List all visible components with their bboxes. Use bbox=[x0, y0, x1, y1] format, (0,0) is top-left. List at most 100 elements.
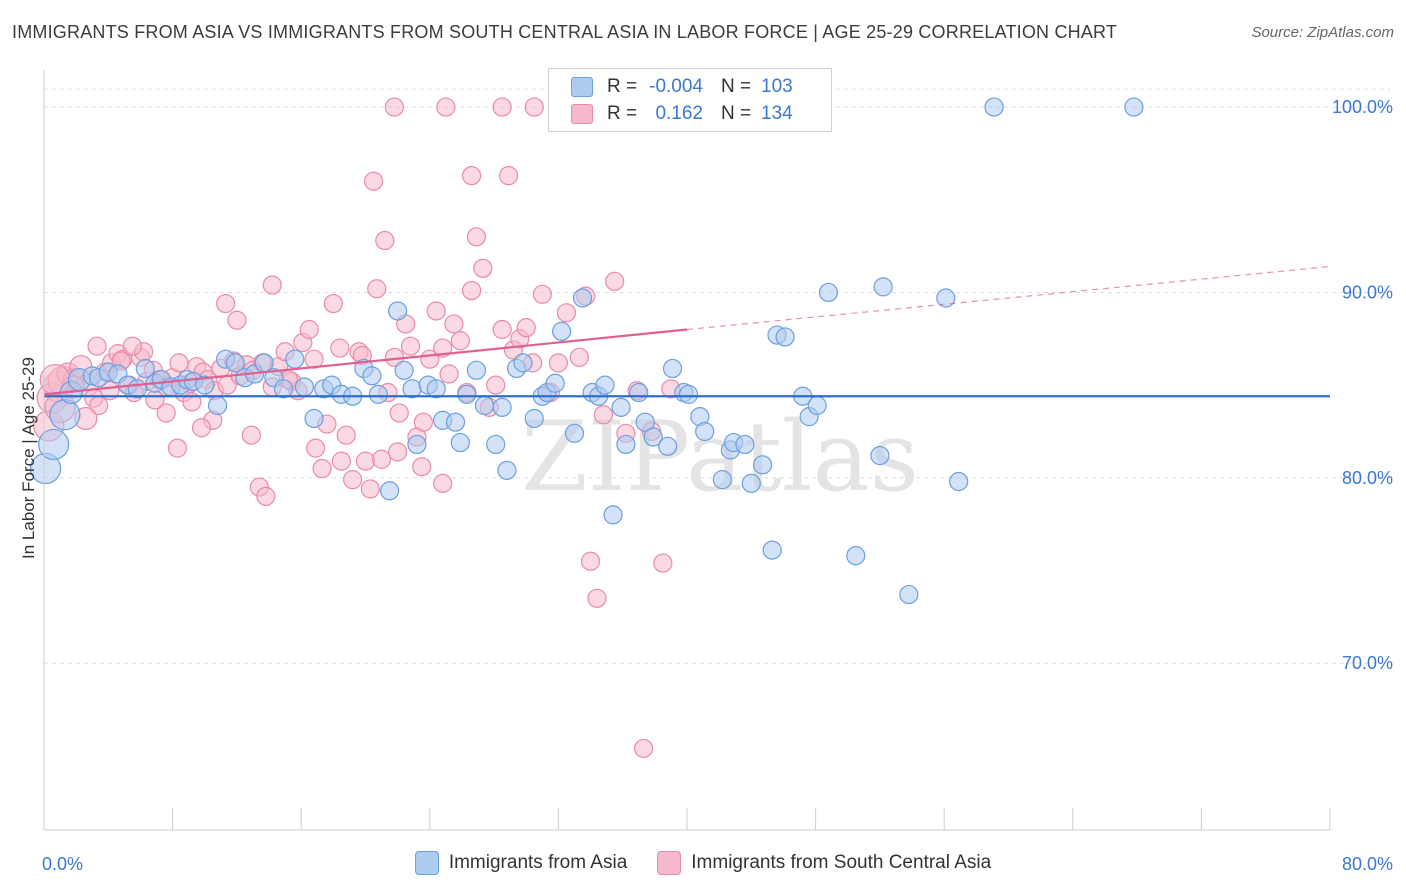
asia-point bbox=[603, 505, 623, 525]
stats-row-asia: R = -0.004 N = 103 bbox=[571, 74, 793, 100]
x-tick-label-min: 0.0% bbox=[42, 854, 83, 874]
legend-swatch-asia bbox=[414, 851, 439, 875]
asia-point bbox=[611, 397, 631, 417]
asia-point bbox=[394, 360, 414, 380]
asia-point bbox=[127, 379, 147, 399]
asia-point bbox=[208, 395, 228, 416]
asia-point bbox=[388, 301, 408, 321]
asia-point bbox=[402, 379, 422, 399]
south-central-asia-point bbox=[191, 418, 212, 438]
asia-point bbox=[762, 540, 782, 560]
south-central-asia-point bbox=[593, 405, 614, 425]
asia-point bbox=[497, 460, 517, 480]
series-asia-points bbox=[30, 97, 1144, 605]
south-central-asia-point bbox=[492, 319, 512, 340]
y-tick-label: 80.0% bbox=[1342, 468, 1393, 488]
south-central-asia-point bbox=[486, 375, 506, 395]
r-label: R = bbox=[607, 103, 638, 124]
south-central-asia-point bbox=[256, 486, 276, 506]
asia-point bbox=[304, 408, 324, 429]
r-value: -0.004 bbox=[649, 76, 703, 97]
asia-point bbox=[407, 434, 427, 455]
asia-point bbox=[775, 327, 795, 347]
south-central-asia-point bbox=[580, 551, 601, 571]
asia-point bbox=[457, 384, 477, 404]
south-central-asia-point bbox=[516, 318, 536, 338]
swatch-south-central-asia bbox=[571, 104, 593, 124]
y-tick-label: 70.0% bbox=[1342, 653, 1393, 673]
asia-point bbox=[616, 434, 636, 455]
south-central-asia-point bbox=[336, 425, 356, 445]
south-central-asia-point bbox=[343, 470, 363, 490]
stats-row-south-central-asia: R = 0.162 N = 134 bbox=[571, 101, 793, 127]
asia-point bbox=[735, 434, 755, 455]
asia-point bbox=[870, 445, 890, 466]
legend-label-asia: Immigrants from Asia bbox=[448, 852, 628, 873]
south-central-asia-point bbox=[653, 553, 673, 573]
south-central-asia-point bbox=[412, 457, 432, 477]
asia-point bbox=[368, 384, 388, 404]
south-central-asia-point bbox=[461, 280, 482, 301]
south-central-asia-point bbox=[216, 293, 236, 314]
south-central-asia-point bbox=[492, 97, 512, 117]
south-central-asia-point bbox=[355, 451, 376, 471]
asia-point bbox=[466, 360, 487, 380]
y-axis-title: In Labor Force | Age 25-29 bbox=[19, 357, 38, 559]
south-central-asia-point bbox=[262, 275, 282, 295]
asia-point bbox=[629, 382, 649, 403]
asia-point bbox=[643, 427, 663, 447]
south-central-asia-point bbox=[461, 166, 482, 186]
n-value: 103 bbox=[761, 76, 793, 97]
n-label: N = bbox=[721, 103, 752, 124]
trend-line-south-central-asia-projection bbox=[686, 265, 1331, 331]
south-central-asia-point bbox=[413, 412, 433, 432]
asia-point bbox=[818, 282, 839, 303]
south-central-asia-point bbox=[532, 284, 552, 304]
south-central-asia-point bbox=[633, 738, 654, 759]
trend-lines bbox=[43, 265, 1331, 398]
south-central-asia-point bbox=[384, 97, 405, 117]
south-central-asia-point bbox=[473, 258, 493, 278]
trend-line-south-central-asia bbox=[43, 328, 688, 396]
legend-item-asia[interactable]: Immigrants from Asia bbox=[414, 851, 628, 875]
asia-point bbox=[49, 399, 81, 431]
asia-point bbox=[273, 379, 294, 399]
asia-point bbox=[752, 455, 773, 475]
asia-point bbox=[474, 395, 495, 416]
south-central-asia-point bbox=[122, 336, 143, 356]
asia-point bbox=[635, 412, 655, 432]
asia-point bbox=[679, 384, 699, 404]
asia-point bbox=[486, 434, 506, 455]
south-central-asia-point bbox=[227, 310, 247, 330]
asia-point bbox=[195, 375, 215, 395]
series-legend: Immigrants from Asia Immigrants from Sou… bbox=[0, 851, 1406, 875]
asia-point bbox=[658, 436, 678, 456]
south-central-asia-point bbox=[330, 338, 350, 358]
watermark: ZIPatlas bbox=[521, 401, 919, 513]
asia-point bbox=[492, 397, 512, 417]
asia-point bbox=[899, 584, 919, 605]
asia-point bbox=[294, 377, 315, 397]
south-central-asia-point bbox=[556, 303, 577, 323]
south-central-asia-point bbox=[331, 451, 351, 471]
asia-point bbox=[695, 421, 715, 442]
asia-point bbox=[285, 349, 305, 369]
asia-point bbox=[662, 358, 683, 379]
south-central-asia-point bbox=[167, 438, 188, 458]
south-central-asia-point bbox=[299, 319, 319, 340]
legend-swatch-south-central-asia bbox=[657, 851, 682, 875]
asia-point bbox=[225, 353, 245, 373]
south-central-asia-point bbox=[87, 336, 107, 356]
south-central-asia-point bbox=[439, 364, 459, 384]
asia-point bbox=[564, 423, 585, 443]
n-value: 134 bbox=[761, 103, 793, 124]
asia-point bbox=[846, 546, 866, 566]
south-central-asia-point bbox=[444, 314, 464, 334]
south-central-asia-point bbox=[400, 336, 421, 356]
south-central-asia-point bbox=[605, 271, 625, 291]
south-central-asia-point bbox=[371, 449, 392, 469]
legend-item-south-central-asia[interactable]: Immigrants from South Central Asia bbox=[657, 851, 991, 875]
asia-point bbox=[545, 373, 565, 393]
asia-point bbox=[524, 408, 544, 429]
south-central-asia-point bbox=[498, 166, 519, 186]
